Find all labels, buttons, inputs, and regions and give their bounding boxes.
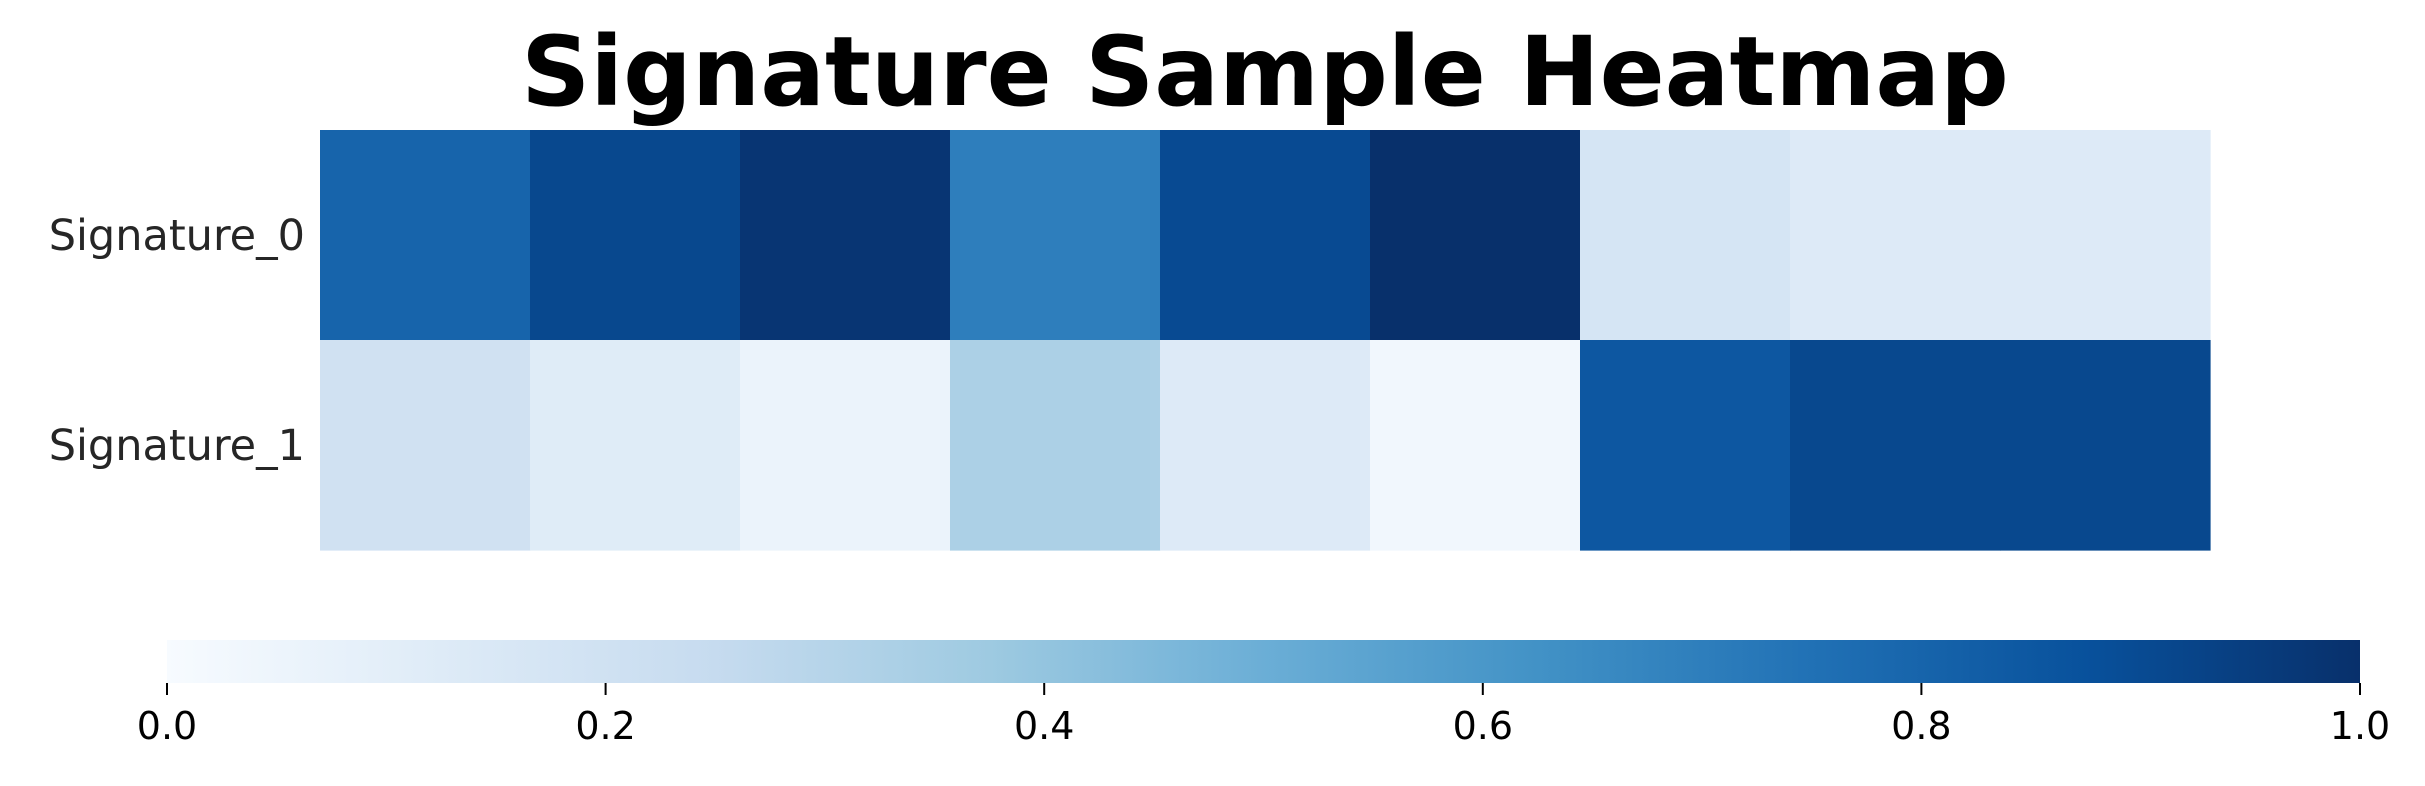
heatmap-cell (320, 130, 531, 341)
heatmap-cell (740, 130, 951, 341)
row-labels: Signature_0 Signature_1 (49, 211, 305, 471)
heatmap-cell (1160, 130, 1371, 341)
colorbar: 0.0 0.2 0.4 0.6 0.8 1.0 (137, 640, 2390, 748)
heatmap-cell (950, 130, 1161, 341)
heatmap-cell (2000, 130, 2211, 341)
heatmap-cell (1160, 340, 1371, 551)
heatmap-cell (1790, 130, 2001, 341)
row-label: Signature_1 (49, 421, 305, 471)
colorbar-tick-label: 0.0 (137, 704, 197, 748)
heatmap-cell (1370, 130, 1581, 341)
heatmap-cell (1580, 130, 1791, 341)
heatmap-cell (1370, 340, 1581, 551)
heatmap-cell (1580, 340, 1791, 551)
heatmap-cell (740, 340, 951, 551)
heatmap-cell (950, 340, 1161, 551)
heatmap-cell (1790, 340, 2001, 551)
colorbar-tick-label: 0.2 (575, 704, 635, 748)
colorbar-tick-label: 1.0 (2330, 704, 2390, 748)
colorbar-tick-label: 0.6 (1453, 704, 1513, 748)
heatmap-cell (2000, 340, 2211, 551)
heatmap-cell (530, 340, 741, 551)
chart-title: Signature Sample Heatmap (521, 16, 2009, 128)
colorbar-tick-label: 0.8 (1891, 704, 1951, 748)
heatmap-cell (320, 340, 531, 551)
heatmap-cell (530, 130, 741, 341)
heatmap-grid (320, 130, 2211, 551)
colorbar-gradient (167, 640, 2360, 683)
row-label: Signature_0 (49, 211, 305, 261)
colorbar-tick-label: 0.4 (1014, 704, 1074, 748)
